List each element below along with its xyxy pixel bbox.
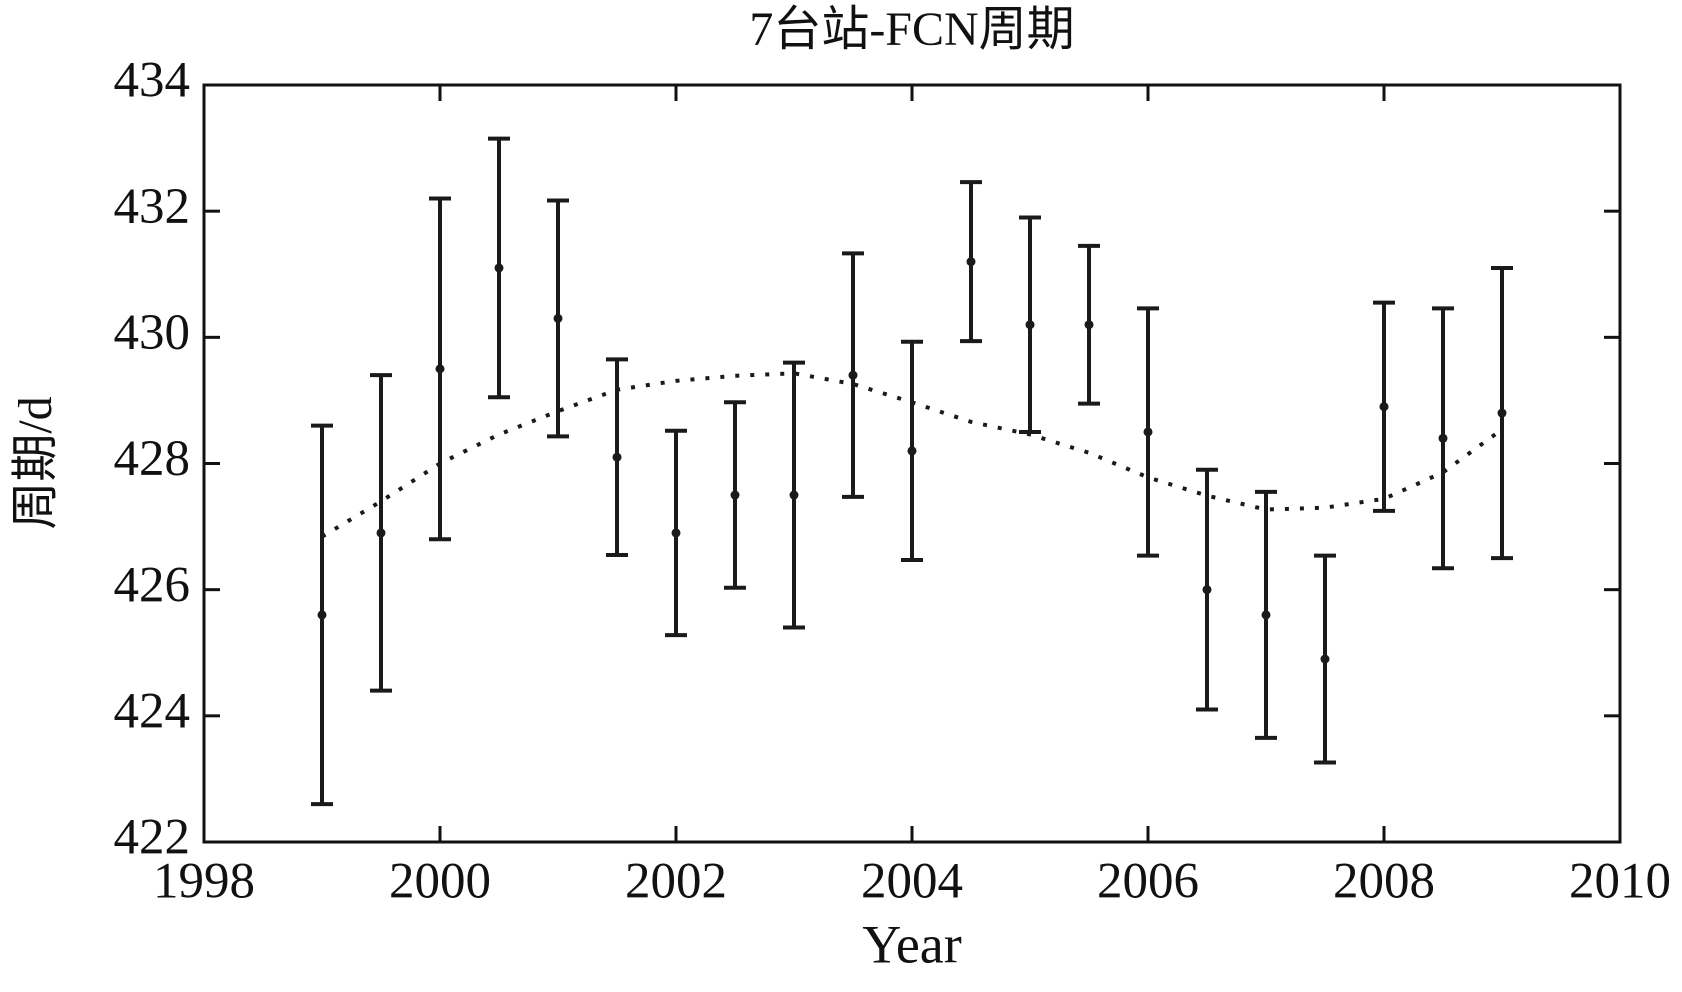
data-point xyxy=(1202,585,1212,595)
x-axis-label: Year xyxy=(862,914,962,974)
data-point xyxy=(317,610,327,620)
data-point xyxy=(848,370,858,380)
x-tick-label: 1998 xyxy=(153,854,255,910)
data-point xyxy=(1084,320,1094,330)
x-tick-label: 2000 xyxy=(389,854,491,910)
x-tick-label: 2004 xyxy=(861,854,963,910)
y-tick-label: 424 xyxy=(114,684,191,740)
data-point xyxy=(789,490,799,500)
y-tick-label: 430 xyxy=(114,305,191,361)
data-point xyxy=(671,528,681,538)
x-tick-label: 2002 xyxy=(625,854,727,910)
x-tick-label: 2010 xyxy=(1569,854,1671,910)
data-point xyxy=(1261,610,1271,620)
chart-title: 7台站-FCN周期 xyxy=(749,3,1074,56)
x-tick-label: 2006 xyxy=(1097,854,1199,910)
data-point xyxy=(553,313,563,323)
fit-line xyxy=(320,371,1504,539)
data-point xyxy=(1438,433,1448,443)
y-tick-label: 426 xyxy=(114,557,191,613)
y-axis-label: 周期/d xyxy=(9,396,62,529)
y-tick-label: 434 xyxy=(114,53,191,109)
data-point xyxy=(376,528,386,538)
data-point xyxy=(1379,402,1389,412)
data-point xyxy=(907,446,917,456)
data-point xyxy=(435,364,445,374)
data-point xyxy=(1320,654,1330,664)
data-point xyxy=(966,257,976,267)
data-point xyxy=(730,490,740,500)
y-tick-label: 428 xyxy=(114,431,191,487)
x-tick-label: 2008 xyxy=(1333,854,1435,910)
y-tick-label: 432 xyxy=(114,179,191,235)
y-tick-label: 422 xyxy=(114,810,191,866)
data-point xyxy=(494,263,504,273)
data-point xyxy=(612,452,622,462)
data-point xyxy=(1025,320,1035,330)
data-point xyxy=(1497,408,1507,418)
data-point xyxy=(1143,427,1153,437)
